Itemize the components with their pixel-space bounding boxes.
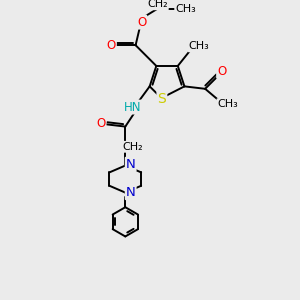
Text: S: S (158, 92, 166, 106)
Text: CH₃: CH₃ (175, 4, 196, 14)
Text: N: N (126, 158, 136, 171)
Text: O: O (137, 16, 146, 28)
Text: O: O (217, 65, 226, 78)
Text: O: O (106, 39, 116, 52)
Text: CH₃: CH₃ (189, 41, 210, 52)
Text: CH₂: CH₂ (122, 142, 143, 152)
Text: CH₂: CH₂ (147, 0, 168, 9)
Text: O: O (96, 117, 106, 130)
Text: HN: HN (124, 100, 141, 114)
Text: CH₃: CH₃ (218, 99, 238, 109)
Text: N: N (126, 186, 136, 199)
